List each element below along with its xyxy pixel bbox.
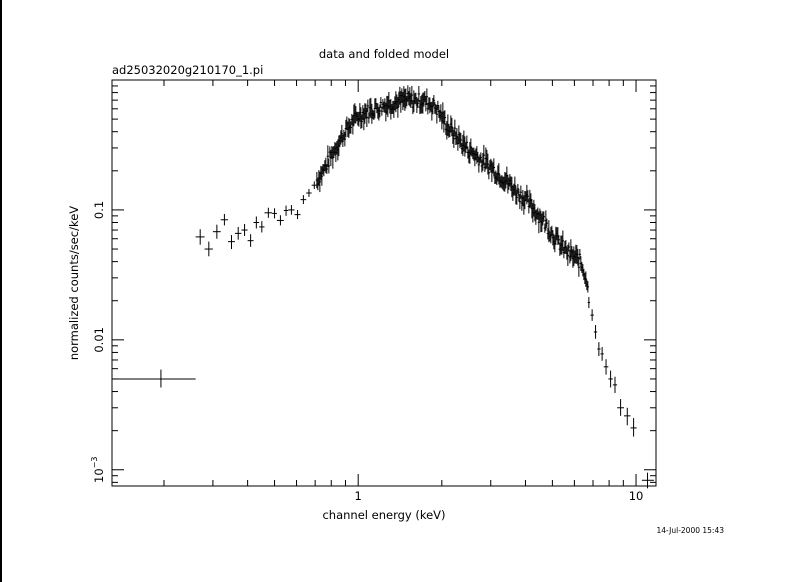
data-point	[590, 309, 594, 321]
data-point	[220, 214, 229, 226]
data-point	[283, 205, 289, 216]
data-point	[603, 359, 609, 375]
data-point	[311, 181, 317, 189]
data-point	[276, 215, 284, 226]
data-point	[241, 223, 248, 236]
data-point	[306, 188, 312, 197]
y-tick-label-base: 0.1	[92, 201, 106, 219]
data-point	[234, 226, 242, 240]
chart-subtitle: ad25032020g210170_1.pi	[112, 63, 263, 77]
timestamp: 14-Jul-2000 15:43	[656, 526, 724, 535]
data-point	[288, 205, 295, 215]
data-point	[630, 418, 637, 437]
data-point	[272, 208, 277, 219]
data-point	[294, 209, 301, 220]
y-tick-label-base: 0.01	[92, 327, 106, 353]
data-point	[593, 325, 598, 339]
data-point	[259, 221, 265, 233]
data-point	[112, 369, 196, 388]
data-series	[112, 85, 654, 489]
y-tick-label: 0.01	[92, 327, 106, 353]
data-point	[608, 370, 613, 388]
data-point	[641, 472, 654, 489]
y-tick-label-exponent: −3	[90, 457, 99, 469]
data-point	[204, 241, 213, 257]
y-axis-label: normalized counts/sec/keV	[67, 206, 81, 360]
x-tick-label: 1	[355, 489, 362, 503]
window-edge	[0, 0, 2, 582]
data-point	[253, 216, 260, 229]
y-tick-label-base: 10	[92, 468, 106, 483]
y-tick-label: 10−3	[90, 457, 106, 483]
data-point	[264, 207, 273, 218]
chart-title: data and folded model	[319, 47, 449, 61]
data-point	[597, 342, 601, 357]
data-point	[612, 376, 618, 393]
data-point	[212, 224, 221, 239]
x-tick-label: 10	[629, 489, 644, 503]
y-tick-label: 0.1	[92, 201, 106, 219]
data-point	[195, 229, 205, 245]
data-point	[600, 347, 604, 361]
data-point	[623, 407, 631, 426]
dense-channel-bars	[315, 85, 591, 309]
x-axis-label: channel energy (keV)	[322, 508, 445, 522]
data-point	[247, 234, 254, 247]
data-point	[228, 235, 235, 250]
data-point	[300, 195, 307, 205]
data-point	[617, 399, 624, 416]
plot-frame	[111, 79, 657, 487]
